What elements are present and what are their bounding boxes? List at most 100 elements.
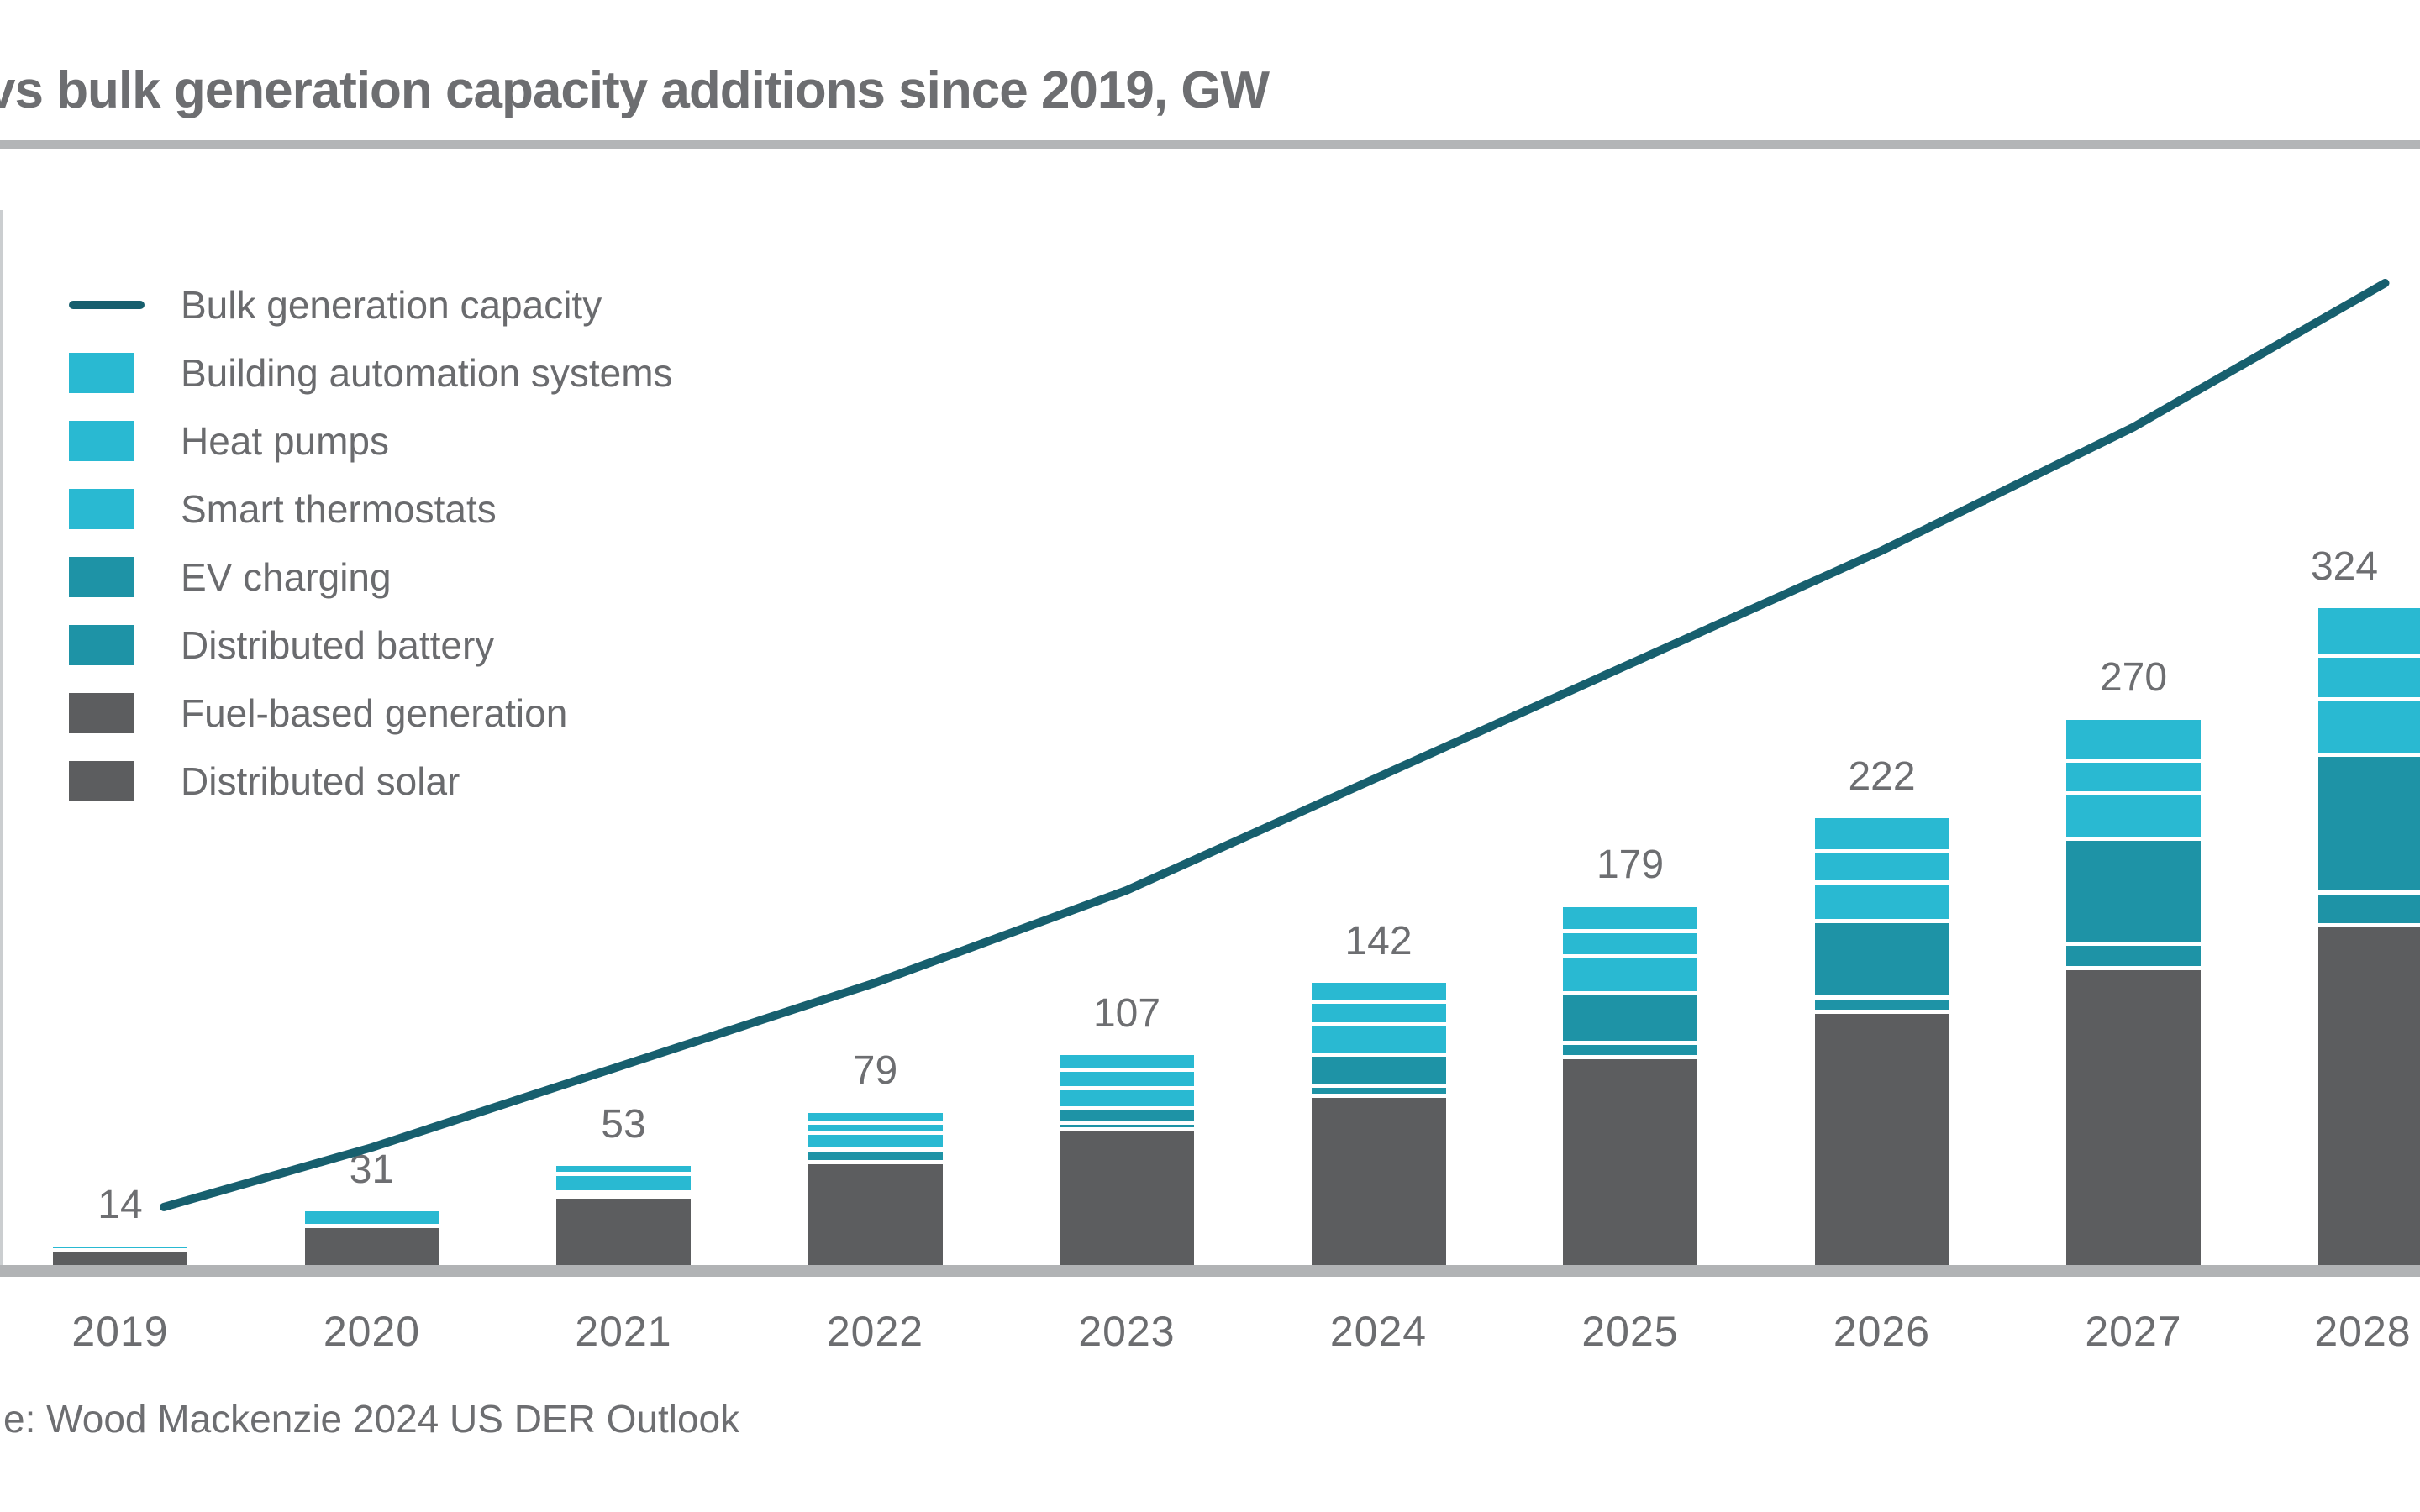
bar-segment-distributed-solar-2023 bbox=[1060, 1192, 1194, 1271]
x-axis-label-2022: 2022 bbox=[826, 1308, 924, 1355]
bar-segment-distributed-battery-2025 bbox=[1563, 1040, 1697, 1055]
bar-total-label-2020: 31 bbox=[349, 1147, 395, 1192]
bar-segment-ev-charging-2024 bbox=[1311, 1053, 1446, 1084]
bar-segment-distributed-battery-2028 bbox=[2317, 890, 2420, 923]
bar-segment-fuel-based-generation-2019 bbox=[53, 1248, 187, 1261]
bar-2024 bbox=[1311, 979, 1446, 1271]
bar-total-label-2022: 79 bbox=[852, 1048, 898, 1093]
bar-total-label-2023: 107 bbox=[1092, 991, 1161, 1036]
legend-color-swatch bbox=[69, 624, 134, 665]
legend-color-swatch bbox=[69, 420, 134, 461]
bar-segment-fuel-based-generation-2028 bbox=[2317, 922, 2420, 1095]
bar-2022 bbox=[808, 1108, 943, 1271]
legend-item-ev-charging: EV charging bbox=[69, 543, 673, 611]
legend-color-swatch bbox=[69, 352, 134, 393]
x-axis-label-2027: 2027 bbox=[2085, 1308, 2182, 1355]
bar-total-label-2026: 222 bbox=[1848, 754, 1916, 799]
legend-line-swatch bbox=[69, 300, 145, 309]
bar-segment-heat-pumps-2021 bbox=[556, 1162, 691, 1173]
title-underline bbox=[0, 140, 2420, 149]
legend-label: Distributed battery bbox=[181, 622, 495, 667]
bar-segment-distributed-battery-2027 bbox=[2066, 942, 2201, 967]
legend-item-smart-thermostats: Smart thermostats bbox=[69, 475, 673, 543]
x-axis-label-2019: 2019 bbox=[71, 1308, 169, 1355]
bar-segment-ev-charging-2028 bbox=[2317, 752, 2420, 890]
bar-segment-heat-pumps-2022 bbox=[808, 1121, 943, 1131]
bar-segment-ev-charging-2027 bbox=[2066, 837, 2201, 942]
bar-segment-smart-thermostats-2020 bbox=[304, 1207, 439, 1224]
x-axis-label-2020: 2020 bbox=[323, 1308, 421, 1355]
legend-item-bulk-generation-capacity: Bulk generation capacity bbox=[69, 270, 673, 339]
bar-total-label-2019: 14 bbox=[97, 1183, 143, 1227]
bar-segment-smart-thermostats-2026 bbox=[1814, 879, 1949, 920]
bar-segment-heat-pumps-2025 bbox=[1563, 929, 1697, 954]
y-axis-line bbox=[0, 210, 3, 1265]
legend-item-distributed-battery: Distributed battery bbox=[69, 611, 673, 679]
bar-2027 bbox=[2066, 715, 2201, 1271]
legend: Bulk generation capacity Building automat… bbox=[69, 270, 673, 815]
bar-total-label-2025: 179 bbox=[1596, 843, 1665, 887]
legend-label: Heat pumps bbox=[181, 418, 390, 463]
bar-segment-building-automation-systems-2022 bbox=[808, 1108, 943, 1121]
bar-segment-smart-thermostats-2022 bbox=[808, 1131, 943, 1148]
x-axis-label-2026: 2026 bbox=[1833, 1308, 1931, 1355]
bar-segment-building-automation-systems-2028 bbox=[2317, 604, 2420, 654]
bar-segment-heat-pumps-2028 bbox=[2317, 654, 2420, 697]
x-axis-label-2023: 2023 bbox=[1078, 1308, 1176, 1355]
bar-segment-building-automation-systems-2024 bbox=[1311, 979, 1446, 1000]
bar-segment-ev-charging-2026 bbox=[1814, 919, 1949, 995]
legend-item-building-automation-systems: Building automation systems bbox=[69, 339, 673, 407]
bar-segment-distributed-solar-2028 bbox=[2317, 1094, 2420, 1271]
bar-segment-smart-thermostats-2028 bbox=[2317, 696, 2420, 753]
bar-segment-fuel-based-generation-2023 bbox=[1060, 1126, 1194, 1193]
bar-2020 bbox=[304, 1207, 439, 1271]
bar-2026 bbox=[1814, 814, 1949, 1271]
bar-segment-heat-pumps-2027 bbox=[2066, 759, 2201, 792]
bar-segment-fuel-based-generation-2024 bbox=[1311, 1094, 1446, 1177]
bar-total-label-2024: 142 bbox=[1344, 919, 1413, 963]
bar-segment-fuel-based-generation-2021 bbox=[556, 1194, 691, 1236]
legend-color-swatch bbox=[69, 488, 134, 529]
bar-segment-distributed-solar-2024 bbox=[1311, 1176, 1446, 1271]
bar-total-label-2028: 324 bbox=[2310, 544, 2379, 589]
bar-segment-ev-charging-2022 bbox=[808, 1147, 943, 1160]
legend-label: Bulk generation capacity bbox=[181, 282, 602, 327]
bar-segment-distributed-battery-2026 bbox=[1814, 995, 1949, 1010]
bar-segment-heat-pumps-2023 bbox=[1060, 1067, 1194, 1086]
bar-2025 bbox=[1563, 902, 1697, 1271]
bar-segment-smart-thermostats-2027 bbox=[2066, 791, 2201, 837]
chart-title: vs bulk generation capacity additions si… bbox=[0, 61, 1270, 119]
bar-segment-fuel-based-generation-2027 bbox=[2066, 966, 2201, 1109]
bar-segment-distributed-battery-2023 bbox=[1060, 1121, 1194, 1127]
legend-label: Smart thermostats bbox=[181, 486, 497, 531]
bar-segment-building-automation-systems-2025 bbox=[1563, 902, 1697, 930]
x-axis-label-2025: 2025 bbox=[1581, 1308, 1679, 1355]
legend-item-fuel-based-generation: Fuel-based generation bbox=[69, 679, 673, 747]
bar-segment-heat-pumps-2024 bbox=[1311, 999, 1446, 1022]
legend-label: Distributed solar bbox=[181, 759, 460, 803]
bar-segment-smart-thermostats-2023 bbox=[1060, 1085, 1194, 1107]
legend-label: Fuel-based generation bbox=[181, 690, 568, 735]
bar-segment-smart-thermostats-2024 bbox=[1311, 1021, 1446, 1053]
x-axis-label-2028: 2028 bbox=[2314, 1308, 2412, 1355]
bar-segment-distributed-battery-2024 bbox=[1311, 1084, 1446, 1095]
bar-segment-fuel-based-generation-2025 bbox=[1563, 1054, 1697, 1154]
bar-segment-ev-charging-2025 bbox=[1563, 990, 1697, 1041]
bar-segment-building-automation-systems-2023 bbox=[1060, 1051, 1194, 1068]
bar-2021 bbox=[556, 1162, 691, 1271]
bar-segment-smart-thermostats-2025 bbox=[1563, 953, 1697, 991]
legend-item-heat-pumps: Heat pumps bbox=[69, 407, 673, 475]
bar-segment-building-automation-systems-2027 bbox=[2066, 715, 2201, 759]
bar-segment-fuel-based-generation-2022 bbox=[808, 1159, 943, 1215]
bar-2028 bbox=[2317, 604, 2420, 1271]
bar-segment-smart-thermostats-2021 bbox=[556, 1172, 691, 1191]
bar-total-label-2027: 270 bbox=[2099, 655, 2168, 700]
bar-segment-fuel-based-generation-2020 bbox=[304, 1223, 439, 1251]
bar-total-label-2021: 53 bbox=[601, 1102, 646, 1147]
bar-segment-smart-thermostats-2019 bbox=[53, 1242, 187, 1249]
legend-item-distributed-solar: Distributed solar bbox=[69, 747, 673, 815]
x-axis-line bbox=[0, 1265, 2420, 1277]
legend-label: Building automation systems bbox=[181, 350, 673, 395]
